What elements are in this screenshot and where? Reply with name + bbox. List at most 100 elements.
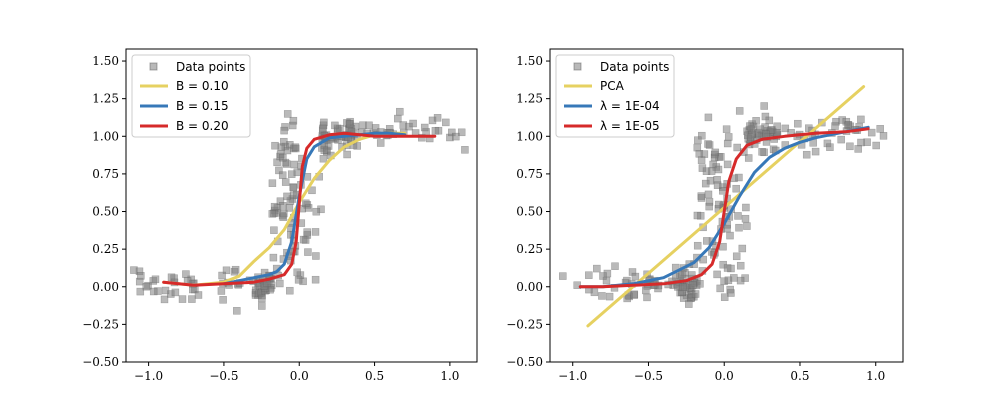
- scatter-point: [452, 132, 460, 141]
- scatter-point: [846, 142, 854, 151]
- scatter-point: [280, 209, 288, 218]
- scatter-point: [289, 191, 298, 200]
- y-tick-label: 0.75: [92, 167, 119, 181]
- scatter-point: [151, 275, 160, 284]
- scatter-point: [365, 121, 373, 130]
- scatter-point: [420, 123, 429, 132]
- scatter-point: [160, 295, 169, 304]
- scatter-point: [161, 286, 170, 295]
- scatter-point: [142, 282, 151, 291]
- y-tick-label: 0.25: [516, 242, 543, 256]
- y-tick-label: 1.00: [92, 129, 119, 143]
- y-tick-label: 1.25: [516, 92, 543, 106]
- x-tick-label: −0.5: [634, 369, 663, 383]
- scatter-point: [188, 295, 196, 303]
- scatter-point: [304, 248, 312, 256]
- scatter-point: [704, 140, 712, 148]
- scatter-point: [857, 115, 865, 124]
- scatter-point: [734, 212, 742, 220]
- y-tick-label: 1.25: [92, 92, 119, 106]
- scatter-point: [691, 290, 700, 298]
- scatter-point: [711, 148, 720, 157]
- scatter-point: [694, 136, 702, 144]
- scatter-point: [289, 183, 298, 192]
- plot-area: [559, 85, 888, 328]
- scatter-point: [741, 214, 750, 223]
- scatter-point: [283, 192, 291, 201]
- scatter-point: [461, 146, 469, 154]
- x-tick-label: 0.5: [790, 369, 809, 383]
- scatter-point: [293, 268, 301, 277]
- scatter-point: [269, 253, 278, 262]
- x-tick-label: −1.0: [134, 369, 163, 383]
- scatter-point: [704, 113, 713, 122]
- scatter-point: [724, 133, 733, 141]
- plot-area: [130, 107, 469, 315]
- scatter-point: [879, 132, 888, 140]
- scatter-point: [319, 124, 327, 133]
- scatter-point: [276, 279, 284, 288]
- scatter-point: [732, 252, 741, 261]
- scatter-point: [376, 139, 385, 147]
- scatter-point: [281, 178, 290, 186]
- scatter-point: [713, 270, 721, 279]
- scatter-point: [559, 272, 567, 280]
- scatter-point: [722, 125, 731, 133]
- scatter-point: [699, 255, 707, 264]
- y-tick-label: 1.50: [516, 54, 543, 68]
- left-subplot: −1.0 −0.5 0.0 0.5 1.0 −0.50 −0.25 0.00 0.25 0.50 0…: [82, 48, 478, 383]
- scatter-point: [611, 262, 619, 270]
- legend-marker-scatter: [149, 62, 158, 71]
- scatter-point: [727, 264, 735, 273]
- scatter-point: [735, 223, 743, 232]
- scatter-point: [720, 293, 729, 301]
- scatter-point: [867, 128, 876, 137]
- scatter-point: [280, 137, 288, 146]
- scatter-point: [573, 281, 581, 289]
- scatter-point: [182, 270, 190, 278]
- scatter-point: [599, 272, 607, 280]
- scatter-point: [331, 121, 339, 130]
- y-tick-label: 0.50: [92, 205, 119, 219]
- y-tick-label: 0.00: [516, 280, 543, 294]
- scatter-point: [802, 150, 811, 159]
- legend-label-0: B = 0.10: [176, 79, 229, 93]
- scatter-point: [762, 130, 770, 138]
- y-tick-label: −0.50: [82, 355, 119, 369]
- scatter-point: [319, 154, 328, 163]
- scatter-point: [733, 143, 741, 152]
- scatter-point: [854, 145, 862, 153]
- y-tick-label: 0.50: [516, 205, 543, 219]
- scatter-point: [747, 133, 755, 142]
- scatter-point: [630, 291, 638, 299]
- scatter-point: [302, 199, 310, 208]
- y-tick-label: 1.50: [92, 54, 119, 68]
- scatter-point: [715, 200, 723, 209]
- scatter-point: [286, 286, 294, 295]
- legend-label-2: λ = 1E-05: [600, 119, 660, 133]
- scatter-point: [178, 295, 187, 303]
- x-tick-label: 0.0: [715, 369, 734, 383]
- scatter-point: [678, 270, 686, 278]
- y-tick-label: 0.75: [516, 167, 543, 181]
- legend-label-0: PCA: [600, 79, 625, 93]
- scatter-point: [705, 198, 714, 206]
- scatter-point: [283, 110, 292, 118]
- scatter-point: [346, 120, 354, 128]
- scatter-point: [353, 142, 361, 150]
- scatter-point: [219, 296, 227, 304]
- scatter-point: [299, 235, 308, 244]
- legend-label-1: λ = 1E-04: [600, 99, 660, 113]
- scatter-point: [837, 135, 845, 144]
- scatter-point: [696, 280, 704, 288]
- scatter-point: [714, 165, 723, 174]
- scatter-point: [343, 150, 351, 159]
- scatter-point: [409, 119, 417, 128]
- scatter-point: [623, 294, 631, 303]
- scatter-point: [312, 207, 321, 216]
- scatter-point: [258, 294, 266, 303]
- scatter-point: [271, 141, 279, 150]
- scatter-point: [270, 202, 279, 211]
- right-subplot: −1.0 −0.5 0.0 0.5 1.0 −0.50 −0.25 0.00 0.25 0.50 0…: [506, 48, 904, 383]
- scatter-point: [723, 139, 732, 148]
